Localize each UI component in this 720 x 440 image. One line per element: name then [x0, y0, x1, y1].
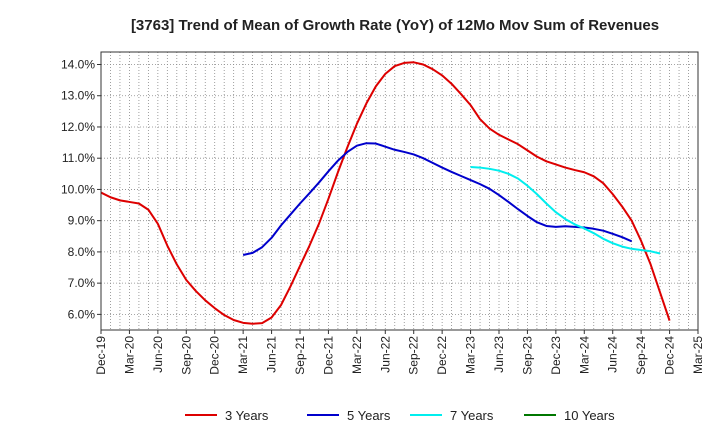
- legend-label: 3 Years: [225, 408, 269, 423]
- y-axis: 6.0% 7.0% 8.0% 9.0% 10.0% 11.0% 12.0% 13.0% 14.0…: [61, 57, 101, 321]
- series-lines: [100, 61, 671, 325]
- series-line-5-years: [242, 142, 633, 257]
- x-tick-label: Jun-23: [492, 336, 506, 373]
- y-tick-label: 14.0%: [61, 57, 95, 71]
- plot-frame: [100, 51, 699, 331]
- x-tick-label: Sep-24: [634, 336, 648, 375]
- y-tick-label: 9.0%: [68, 214, 96, 228]
- x-tick-label: Mar-20: [122, 336, 136, 374]
- x-tick-label: Jun-24: [606, 336, 620, 373]
- x-tick-label: Mar-21: [236, 336, 250, 374]
- x-tick-label: Dec-21: [321, 336, 335, 375]
- y-tick-label: 12.0%: [61, 120, 95, 134]
- x-tick-label: Jun-22: [378, 336, 392, 373]
- x-tick-label: Dec-22: [435, 336, 449, 375]
- y-tick-label: 10.0%: [61, 182, 95, 196]
- y-tick-label: 8.0%: [68, 245, 96, 259]
- x-tick-label: Mar-24: [577, 336, 591, 374]
- x-tick-label: Sep-22: [407, 336, 421, 375]
- x-tick-label: Jun-20: [151, 336, 165, 373]
- x-tick-label: Mar-25: [691, 336, 705, 374]
- x-tick-label: Dec-24: [663, 336, 677, 375]
- series-line-7-years: [470, 165, 661, 255]
- x-tick-label: Mar-23: [464, 336, 478, 374]
- x-tick-label: Sep-20: [179, 336, 193, 375]
- x-tick-label: Mar-22: [350, 336, 364, 374]
- y-tick-label: 7.0%: [68, 276, 96, 290]
- grid: [101, 52, 698, 330]
- x-tick-label: Sep-23: [520, 336, 534, 375]
- y-tick-label: 11.0%: [62, 151, 95, 165]
- chart-title: [3763] Trend of Mean of Growth Rate (YoY…: [131, 17, 659, 34]
- y-tick-label: 13.0%: [61, 89, 95, 103]
- x-tick-label: Dec-20: [208, 336, 222, 375]
- plot-area: [101, 52, 698, 330]
- x-tick-label: Dec-23: [549, 336, 563, 375]
- legend: 3 Years 5 Years 7 Years 10 Years: [185, 408, 615, 423]
- x-tick-label: Dec-19: [94, 336, 108, 375]
- x-tick-label: Jun-21: [265, 336, 279, 373]
- x-axis: Dec-19 Mar-20 Jun-20 Sep-20 Dec-20 Mar-21 Jun-…: [94, 330, 705, 375]
- legend-label: 5 Years: [347, 408, 391, 423]
- series-line-3-years: [100, 61, 671, 325]
- legend-label: 10 Years: [564, 408, 615, 423]
- legend-label: 7 Years: [450, 408, 494, 423]
- x-tick-label: Sep-21: [293, 336, 307, 375]
- y-tick-label: 6.0%: [68, 307, 96, 321]
